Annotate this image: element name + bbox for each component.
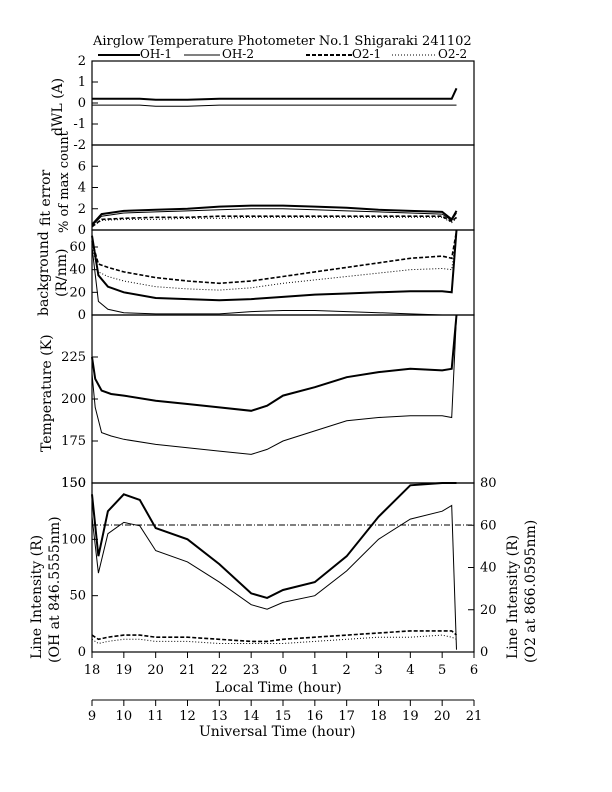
fit-ytick-label: 2 [78, 202, 86, 217]
int-ytick-right-label: 60 [480, 518, 497, 533]
x-tick-label-local: 21 [179, 663, 196, 678]
temp-ytick-label: 200 [61, 392, 86, 407]
temp-series-oh-2 [91, 314, 457, 455]
legend: OH-1 OH-2 O2-1 O2-2 [98, 47, 467, 61]
x-tick-label-ut: 15 [275, 709, 292, 724]
int-ytick-right-label: 0 [480, 645, 488, 660]
fit-ytick-label: 4 [78, 181, 86, 196]
x-tick-label-local: 22 [211, 663, 228, 678]
bg-ylabel-2: (R/nm) [54, 249, 70, 297]
dwl-ytick-label: -2 [73, 138, 86, 153]
int-series-o2-2 [91, 634, 457, 645]
bg-series-o2-2 [91, 233, 457, 291]
int-series-oh-2 [91, 504, 457, 650]
legend-label-o2-1: O2-1 [352, 47, 381, 61]
int-ytick-right-label: 20 [480, 603, 497, 618]
int-ylabel-right-1: Line Intensity (R) [505, 535, 521, 659]
x-tick-label-ut: 12 [179, 709, 196, 724]
dwl-series-oh-1 [92, 87, 458, 101]
bg-ytick-label: 20 [69, 285, 86, 300]
x-tick-label-local: 3 [374, 663, 382, 678]
bg-series-oh-1 [91, 229, 458, 302]
int-ytick-right-label: 80 [480, 476, 497, 491]
bg-ytick-label: 60 [69, 240, 86, 255]
legend-label-oh-1: OH-1 [140, 47, 172, 61]
temp-ytick-label: 175 [61, 434, 86, 449]
bg-frame [91, 229, 475, 316]
bg-series-o2-1 [91, 230, 458, 285]
bg-series-oh-2 [91, 246, 457, 316]
temp-series-oh-1 [91, 314, 458, 412]
int-ytick-label: 100 [61, 532, 86, 547]
x-tick-label-ut: 10 [116, 709, 133, 724]
temp-ylabel: Temperature (K) [39, 334, 55, 452]
fit-series-oh-1 [91, 204, 458, 226]
x-tick-label-local: 4 [406, 663, 414, 678]
x-tick-label-ut: 13 [211, 709, 228, 724]
temp-ytick-label: 225 [61, 350, 86, 365]
x-axis-local-label: Local Time (hour) [215, 680, 342, 696]
int-ylabel-right-2: (O2 at 866.0595nm) [523, 520, 539, 663]
chart-title: Airglow Temperature Photometer No.1 Shig… [92, 34, 472, 49]
x-tick-label-ut: 18 [370, 709, 387, 724]
x-tick-label-local: 2 [343, 663, 351, 678]
dwl-frame [91, 60, 475, 146]
dwl-ytick-label: 0 [78, 96, 86, 111]
x-tick-label-ut: 16 [307, 709, 324, 724]
x-tick-label-local: 6 [470, 663, 478, 678]
x-tick-label-ut: 19 [402, 709, 419, 724]
x-tick-label-local: 19 [116, 663, 133, 678]
x-tick-label-ut: 21 [466, 709, 483, 724]
fit-ylabel-2: % of max count [57, 130, 72, 233]
x-tick-label-ut: 11 [147, 709, 164, 724]
x-tick-label-local: 5 [438, 663, 446, 678]
x-tick-label-local: 18 [84, 663, 101, 678]
x-tick-label-ut: 20 [434, 709, 451, 724]
bg-ytick-label: 40 [69, 263, 86, 278]
fit-series-o2-2 [91, 216, 457, 228]
x-tick-label-ut: 9 [88, 709, 96, 724]
int-ytick-label: 0 [78, 645, 86, 660]
x-tick-label-local: 23 [243, 663, 260, 678]
legend-label-o2-2: O2-2 [438, 47, 467, 61]
bg-ylabel-1: background [36, 231, 52, 316]
x-axis-ut-label: Universal Time (hour) [199, 724, 356, 740]
fit-series-oh-2 [91, 208, 457, 227]
dwl-ytick-label: 1 [78, 75, 86, 90]
x-tick-label-local: 20 [147, 663, 164, 678]
fit-ytick-label: 6 [78, 159, 86, 174]
x-tick-label-local: 0 [279, 663, 287, 678]
int-ylabel-left-1: Line Intensity (R) [29, 535, 45, 659]
fit-series-o2-1 [91, 215, 458, 228]
int-frame [91, 482, 475, 653]
x-tick-label-local: 1 [311, 663, 319, 678]
bg-ytick-label: 0 [78, 308, 86, 323]
int-ytick-label: 150 [61, 476, 86, 491]
dwl-ytick-label: 2 [78, 54, 86, 69]
int-ylabel-left-2: (OH at 846.5555nm) [47, 516, 63, 663]
x-tick-label-ut: 14 [243, 709, 260, 724]
temp-ytick-label: 150 [61, 476, 86, 491]
dwl-ytick-label: -1 [73, 117, 86, 132]
fit-ytick-label: 0 [78, 223, 86, 238]
legend-label-oh-2: OH-2 [222, 47, 254, 61]
fit-ylabel-1: fit error [38, 169, 54, 226]
int-ytick-label: 50 [69, 589, 86, 604]
int-series-o2-1 [91, 630, 458, 643]
dwl-series-oh-2 [92, 104, 457, 107]
x-tick-label-ut: 17 [338, 709, 355, 724]
dwl-ylabel: dWL (A) [50, 78, 66, 136]
int-ytick-right-label: 40 [480, 561, 497, 576]
int-series-oh-1 [91, 482, 457, 599]
